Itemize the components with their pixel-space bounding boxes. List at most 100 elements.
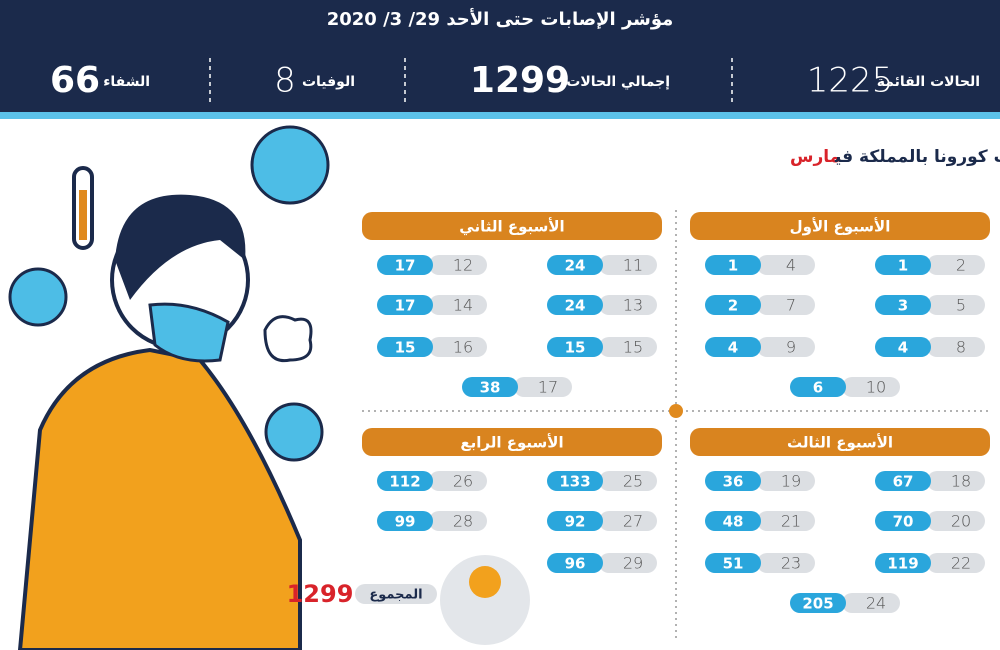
viruses	[8, 125, 330, 462]
day-pill	[757, 511, 815, 531]
cases-pill	[377, 337, 433, 357]
day: 25	[623, 472, 643, 491]
cases-pill	[462, 377, 518, 397]
day-pill	[842, 593, 900, 613]
cases-pill	[705, 255, 761, 275]
cases: 48	[723, 513, 744, 531]
header-band	[0, 0, 1000, 112]
cases-pill	[547, 337, 603, 357]
stat-label: الوفيات	[302, 74, 355, 90]
week-header	[690, 212, 990, 240]
day: 11	[623, 256, 643, 275]
day-pill	[599, 337, 657, 357]
day-pill	[757, 337, 815, 357]
cases: 24	[565, 257, 586, 275]
total-label: المجموع	[369, 588, 422, 603]
week-header	[362, 212, 662, 240]
cases: 4	[728, 339, 738, 357]
cases: 119	[887, 555, 918, 573]
header-stripe	[0, 112, 1000, 119]
cases-pill	[547, 255, 603, 275]
day-pill	[927, 255, 985, 275]
day-pill	[927, 553, 985, 573]
day-pill	[599, 553, 657, 573]
day-pill	[429, 337, 487, 357]
day-pill	[429, 295, 487, 315]
subtitle-month: مارس	[790, 147, 842, 167]
cases: 17	[395, 297, 416, 315]
day: 13	[623, 296, 643, 315]
cases: 36	[723, 473, 744, 491]
cases-pill	[547, 511, 603, 531]
cases-pill	[875, 511, 931, 531]
cases: 70	[893, 513, 914, 531]
day: 18	[951, 472, 971, 491]
cases: 133	[559, 473, 590, 491]
day: 15	[623, 338, 643, 357]
cases-pill	[705, 553, 761, 573]
day: 7	[786, 296, 796, 315]
stat-value: 66	[50, 60, 100, 101]
total-icon-head	[469, 566, 501, 598]
cases-pill	[790, 377, 846, 397]
cases: 99	[395, 513, 416, 531]
cases-pill	[547, 553, 603, 573]
day-pill	[927, 511, 985, 531]
day-pill	[757, 255, 815, 275]
day-pill	[599, 295, 657, 315]
cases-pill	[875, 295, 931, 315]
week-title: الأسبوع الثاني	[459, 218, 564, 236]
day: 16	[453, 338, 473, 357]
day: 19	[781, 472, 801, 491]
stat-label: الحالات القائمة	[877, 74, 980, 90]
mask	[148, 302, 230, 363]
week-title: الأسبوع الثالث	[787, 434, 893, 452]
day-pill	[514, 377, 572, 397]
day: 17	[538, 378, 558, 397]
cases-pill	[377, 511, 433, 531]
day: 21	[781, 512, 801, 531]
cases: 1	[898, 257, 908, 275]
cases: 15	[565, 339, 586, 357]
day: 23	[781, 554, 801, 573]
cases: 112	[389, 473, 420, 491]
cases: 2	[728, 297, 738, 315]
day: 20	[951, 512, 971, 531]
week-header	[690, 428, 990, 456]
cases: 38	[480, 379, 501, 397]
day-pill	[757, 295, 815, 315]
day-pill	[429, 471, 487, 491]
stat-value: 8	[274, 61, 296, 101]
week-header	[362, 428, 662, 456]
hair	[115, 194, 246, 300]
day-pill	[842, 377, 900, 397]
virus	[250, 125, 330, 205]
day-pill	[599, 471, 657, 491]
cases-pill	[705, 295, 761, 315]
cases-pill	[377, 295, 433, 315]
day-pill	[757, 471, 815, 491]
day: 10	[866, 378, 886, 397]
day-pill	[927, 295, 985, 315]
week-title: الأسبوع الرابع	[460, 434, 563, 452]
cases: 17	[395, 257, 416, 275]
day: 27	[623, 512, 643, 531]
day: 2	[956, 256, 966, 275]
cases-pill	[875, 471, 931, 491]
day-pill	[429, 511, 487, 531]
cases: 4	[898, 339, 908, 357]
day: 12	[453, 256, 473, 275]
cases-pill	[705, 337, 761, 357]
cases-pill	[377, 471, 433, 491]
cases-pill	[875, 553, 931, 573]
day: 14	[453, 296, 473, 315]
day-pill	[599, 511, 657, 531]
day: 5	[956, 296, 966, 315]
body	[17, 347, 302, 650]
cases: 6	[813, 379, 823, 397]
cases: 3	[898, 297, 908, 315]
day-pill	[927, 337, 985, 357]
day: 9	[786, 338, 796, 357]
